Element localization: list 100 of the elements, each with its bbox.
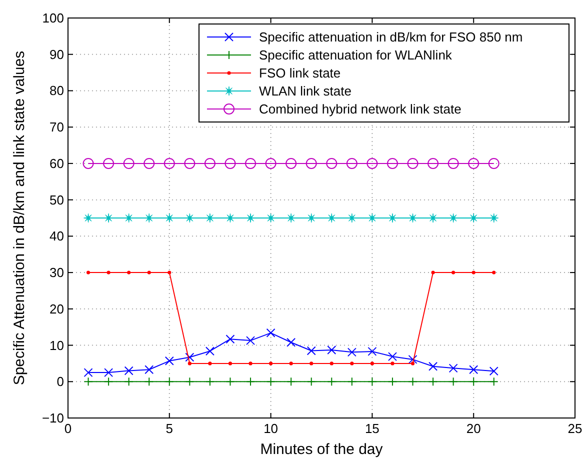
point [123, 158, 134, 169]
x-tick-label: 20 [466, 421, 481, 436]
point [266, 328, 276, 338]
point [428, 362, 438, 371]
point [448, 377, 458, 386]
point [326, 158, 338, 169]
point [84, 368, 93, 378]
point [104, 368, 114, 378]
point [310, 362, 314, 366]
point [104, 213, 114, 223]
point [306, 346, 316, 356]
point [164, 377, 174, 386]
point [124, 213, 134, 223]
y-tick-label: 10 [50, 338, 64, 353]
point [188, 362, 192, 366]
point [388, 213, 398, 223]
point [368, 377, 377, 386]
point [226, 377, 235, 386]
point [86, 270, 90, 274]
point [468, 213, 478, 223]
point [84, 213, 94, 223]
point [164, 356, 174, 366]
legend-label: Specific attenuation for WLANlink [259, 48, 452, 62]
point [124, 377, 134, 386]
point [306, 213, 316, 223]
y-tick-label: 40 [50, 228, 64, 244]
point [347, 348, 356, 357]
point [367, 213, 377, 223]
y-tick-label: 0 [56, 374, 64, 390]
point [390, 362, 394, 366]
point [306, 377, 316, 386]
point [492, 270, 496, 274]
y-tick-label: 50 [50, 192, 64, 208]
point [266, 377, 276, 386]
point [265, 158, 276, 169]
point [286, 377, 296, 386]
point [127, 270, 131, 274]
point [469, 377, 478, 386]
point [289, 362, 293, 366]
point [428, 213, 438, 223]
point [346, 158, 358, 169]
point [266, 213, 276, 223]
x-tick-label: 5 [166, 421, 174, 436]
point [286, 158, 297, 169]
point [330, 362, 334, 366]
point [489, 213, 499, 223]
point [306, 158, 317, 169]
point [468, 158, 480, 169]
point [205, 377, 214, 386]
y-tick-label: −10 [42, 410, 64, 426]
point [489, 377, 498, 386]
point [144, 158, 155, 169]
point [408, 213, 418, 223]
point [428, 158, 439, 169]
point [246, 213, 256, 223]
legend-label: FSO link state [259, 66, 341, 80]
point [388, 377, 397, 386]
point [147, 270, 151, 274]
point [82, 158, 94, 169]
point [144, 213, 154, 223]
point [386, 158, 398, 169]
point [228, 362, 232, 366]
point [208, 362, 212, 366]
point [408, 354, 418, 364]
point [248, 362, 252, 366]
point [224, 158, 236, 169]
point [448, 213, 458, 223]
point [489, 366, 498, 376]
point [205, 346, 214, 356]
point [347, 213, 357, 223]
point [350, 362, 354, 366]
point [488, 158, 500, 169]
y-tick-label: 90 [50, 46, 64, 62]
legend-label: WLAN link state [259, 84, 352, 98]
point [327, 377, 336, 386]
point [407, 158, 418, 169]
point [144, 377, 154, 386]
point [448, 364, 458, 373]
point [347, 377, 356, 386]
point [366, 158, 378, 169]
point [164, 158, 175, 169]
legend-label: Combined hybrid network link state [259, 102, 462, 116]
point [246, 377, 256, 386]
point [448, 158, 459, 169]
y-tick-label: 30 [50, 265, 64, 280]
point [469, 365, 478, 374]
point [245, 158, 256, 169]
point [226, 334, 235, 344]
point [431, 270, 435, 274]
point [326, 213, 336, 223]
point [124, 366, 134, 376]
point [327, 346, 336, 354]
point [225, 213, 235, 223]
legend-label: Specific attenuation in dB/km for FSO 850 nm [259, 30, 523, 44]
y-tick-label: 60 [50, 156, 64, 171]
point [408, 377, 418, 386]
point [103, 158, 114, 169]
point [428, 377, 438, 386]
x-axis-title: Minutes of the day [260, 441, 384, 458]
point [104, 377, 114, 386]
